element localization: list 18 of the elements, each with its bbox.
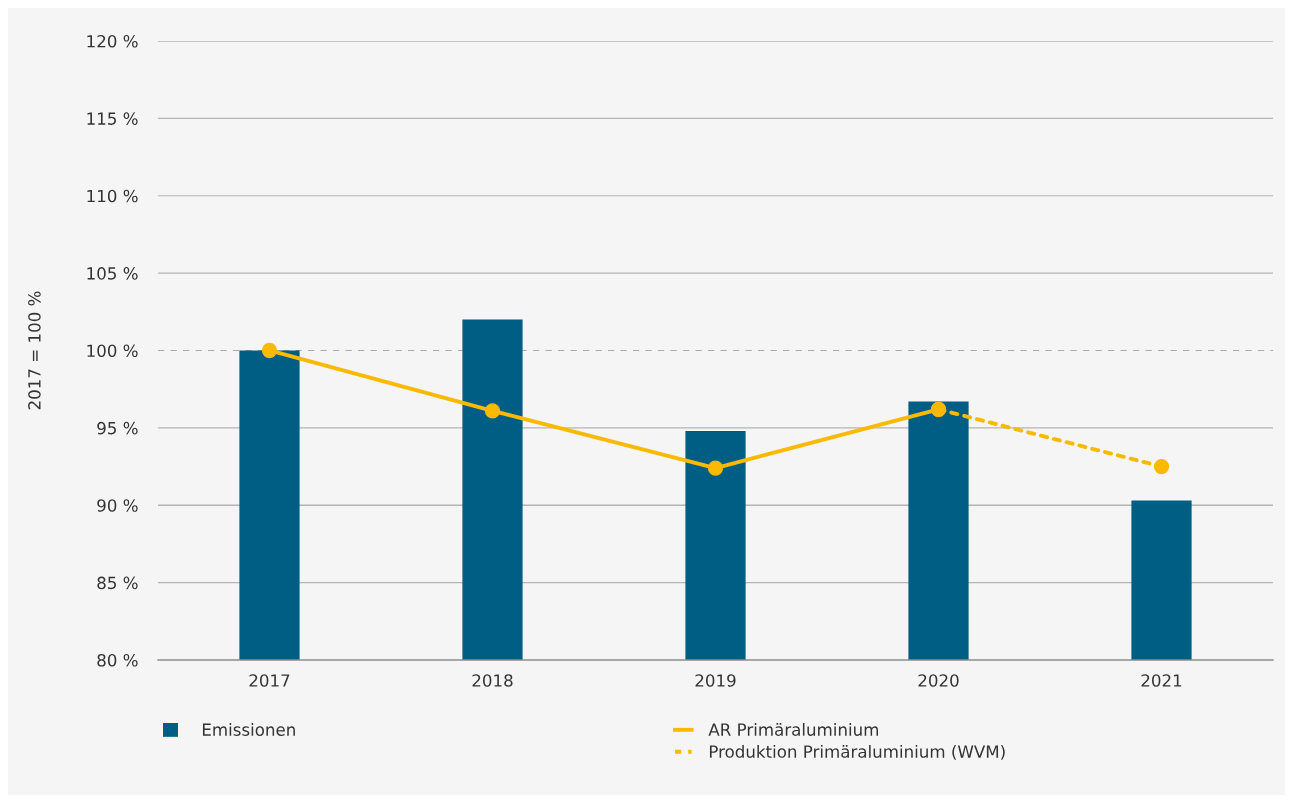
y-tick-label: 100 % (87, 344, 138, 358)
x-tick-label: 2017 (249, 674, 290, 687)
y-tick-label: 85 % (97, 576, 138, 590)
legend-label: Emissionen (202, 723, 295, 736)
y-axis-title: 2017 = 100 % (28, 291, 41, 410)
y-tick-label: 105 % (87, 267, 138, 280)
x-tick-label: 2021 (1141, 674, 1182, 687)
legend-label: AR Primäraluminium (708, 723, 879, 736)
legend-label: Produktion Primäraluminium (WVM) (709, 744, 1005, 760)
y-tick-label: 95 % (97, 421, 138, 435)
x-tick-label: 2018 (472, 674, 513, 687)
y-tick-label: 115 % (87, 112, 138, 125)
y-tick-label: 90 % (97, 499, 138, 512)
y-tick-label: 80 % (97, 653, 138, 667)
x-tick-label: 2020 (918, 674, 959, 687)
y-tick-label: 110 % (87, 189, 138, 203)
y-tick-label: 120 % (87, 34, 138, 48)
x-tick-label: 2019 (695, 674, 736, 687)
